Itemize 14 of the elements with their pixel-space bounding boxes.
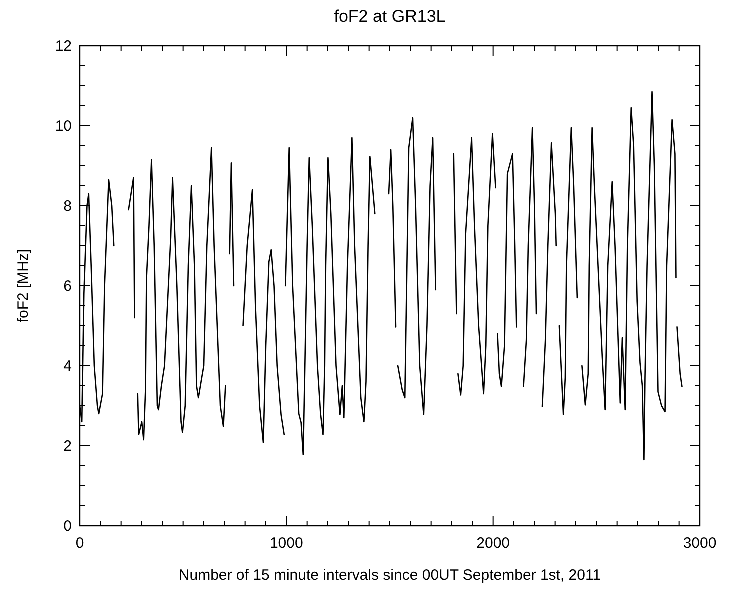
y-tick-label: 6: [64, 278, 72, 295]
y-tick-label: 4: [64, 358, 72, 375]
y-tick-label: 12: [55, 38, 72, 55]
x-axis-title: Number of 15 minute intervals since 00UT September 1st, 2011: [178, 567, 602, 584]
chart-title: foF2 at GR13L: [334, 7, 446, 26]
y-tick-label: 0: [64, 518, 72, 535]
x-tick-label: 3000: [683, 535, 717, 552]
y-tick-label: 2: [64, 438, 72, 455]
y-axis-title: foF2 [MHz]: [15, 249, 32, 323]
y-tick-label: 8: [64, 198, 72, 215]
x-tick-label: 0: [76, 535, 84, 552]
y-tick-label: 10: [55, 118, 72, 135]
x-tick-label: 2000: [476, 535, 510, 552]
x-tick-label: 1000: [270, 535, 304, 552]
